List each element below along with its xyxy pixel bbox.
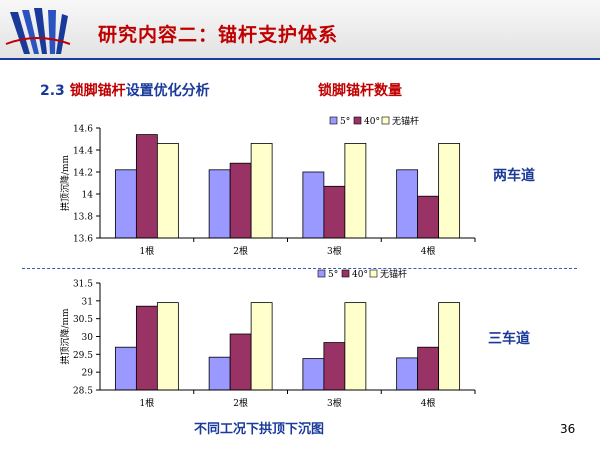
category-label: 4根 xyxy=(421,397,436,409)
bar-1 xyxy=(396,169,419,239)
y-tick-label: 31.5 xyxy=(73,280,93,290)
y-tick-label: 29 xyxy=(82,369,94,379)
bar-2 xyxy=(135,134,158,239)
category-label: 3根 xyxy=(327,397,342,409)
bar-3 xyxy=(250,142,273,239)
bar-3 xyxy=(438,302,461,391)
section-number: 2.3 xyxy=(40,83,65,99)
category-label: 1根 xyxy=(140,245,155,257)
category-label: 4根 xyxy=(421,245,436,257)
legend-swatch xyxy=(317,269,326,278)
figure-caption: 不同工况下拱顶下沉图 xyxy=(194,422,325,437)
section-subtitle-part1: 锁脚锚杆 xyxy=(69,83,126,99)
bar-1 xyxy=(208,356,231,391)
bar-3 xyxy=(344,302,367,391)
page-number: 36 xyxy=(560,422,576,436)
category-label: 2根 xyxy=(233,397,248,409)
bar-2 xyxy=(323,185,346,239)
y-tick-label: 30.5 xyxy=(73,315,93,325)
y-tick-label: 13.8 xyxy=(73,213,93,223)
bar-1 xyxy=(396,357,419,391)
legend-label: 40° xyxy=(352,270,368,280)
legend-label: 5° xyxy=(328,270,338,280)
three-lane-label: 三车道 xyxy=(488,331,530,347)
y-tick-label: 13.6 xyxy=(73,235,93,245)
y-tick-label: 14.6 xyxy=(73,125,93,135)
bar-1 xyxy=(208,169,231,239)
chart-1: 13.6 13.8 14 14.2 14.4 14.6 拱顶沉降/mm 1根 2根 3根 4根 5° 4… xyxy=(59,115,476,257)
bar-3 xyxy=(250,302,273,391)
y-axis-label: 拱顶沉降/mm xyxy=(59,154,71,211)
category-label: 2根 xyxy=(233,245,248,257)
bar-1 xyxy=(114,346,137,391)
y-tick-label: 31 xyxy=(82,297,93,307)
bar-2 xyxy=(417,195,440,239)
legend-swatch xyxy=(353,116,362,125)
bar-1 xyxy=(302,171,325,239)
legend-label: 40° xyxy=(364,117,380,127)
legend-swatch xyxy=(381,116,390,125)
slide-title: 研究内容二：锚杆支护体系 xyxy=(98,24,339,46)
y-tick-label: 14.2 xyxy=(73,169,93,179)
y-tick-label: 30 xyxy=(82,333,94,343)
slide-header: 研究内容二：锚杆支护体系 xyxy=(0,0,600,60)
bar-2 xyxy=(229,162,252,239)
section-subtitle: 2.3 锁脚锚杆设置优化分析 xyxy=(40,80,210,100)
university-logo-icon xyxy=(5,8,70,54)
legend-label: 5° xyxy=(340,117,350,127)
y-tick-label: 28.5 xyxy=(73,387,93,397)
y-axis-label: 拱顶沉降/mm xyxy=(59,308,71,365)
y-tick-label: 14.4 xyxy=(73,147,93,157)
legend-swatch xyxy=(369,269,378,278)
bar-3 xyxy=(438,142,461,239)
bar-3 xyxy=(156,302,179,391)
bar-1 xyxy=(114,169,137,239)
chart-2: 28.5 29 29.5 30 30.5 31 31.5 拱顶沉降/mm 1根 2根 3根 4根 5° 4… xyxy=(59,268,476,409)
y-tick-label: 14 xyxy=(82,191,94,201)
category-label: 3根 xyxy=(327,245,342,257)
two-lane-label: 两车道 xyxy=(493,168,535,184)
bar-2 xyxy=(323,342,346,391)
y-tick-label: 29.5 xyxy=(73,351,93,361)
bar-3 xyxy=(156,142,179,239)
bar-3 xyxy=(344,142,367,239)
bar-2 xyxy=(417,346,440,391)
anchor-count-title: 锁脚锚杆数量 xyxy=(318,83,402,99)
legend-swatch xyxy=(341,269,350,278)
bar-2 xyxy=(135,305,158,391)
bar-1 xyxy=(302,358,325,391)
legend-swatch xyxy=(329,116,338,125)
section-subtitle-part2: 设置优化分析 xyxy=(125,83,210,99)
section-divider xyxy=(22,268,577,269)
category-label: 1根 xyxy=(140,397,155,409)
legend-label: 无锚杆 xyxy=(380,268,407,280)
bar-2 xyxy=(229,333,252,391)
legend-label: 无锚杆 xyxy=(392,115,419,127)
